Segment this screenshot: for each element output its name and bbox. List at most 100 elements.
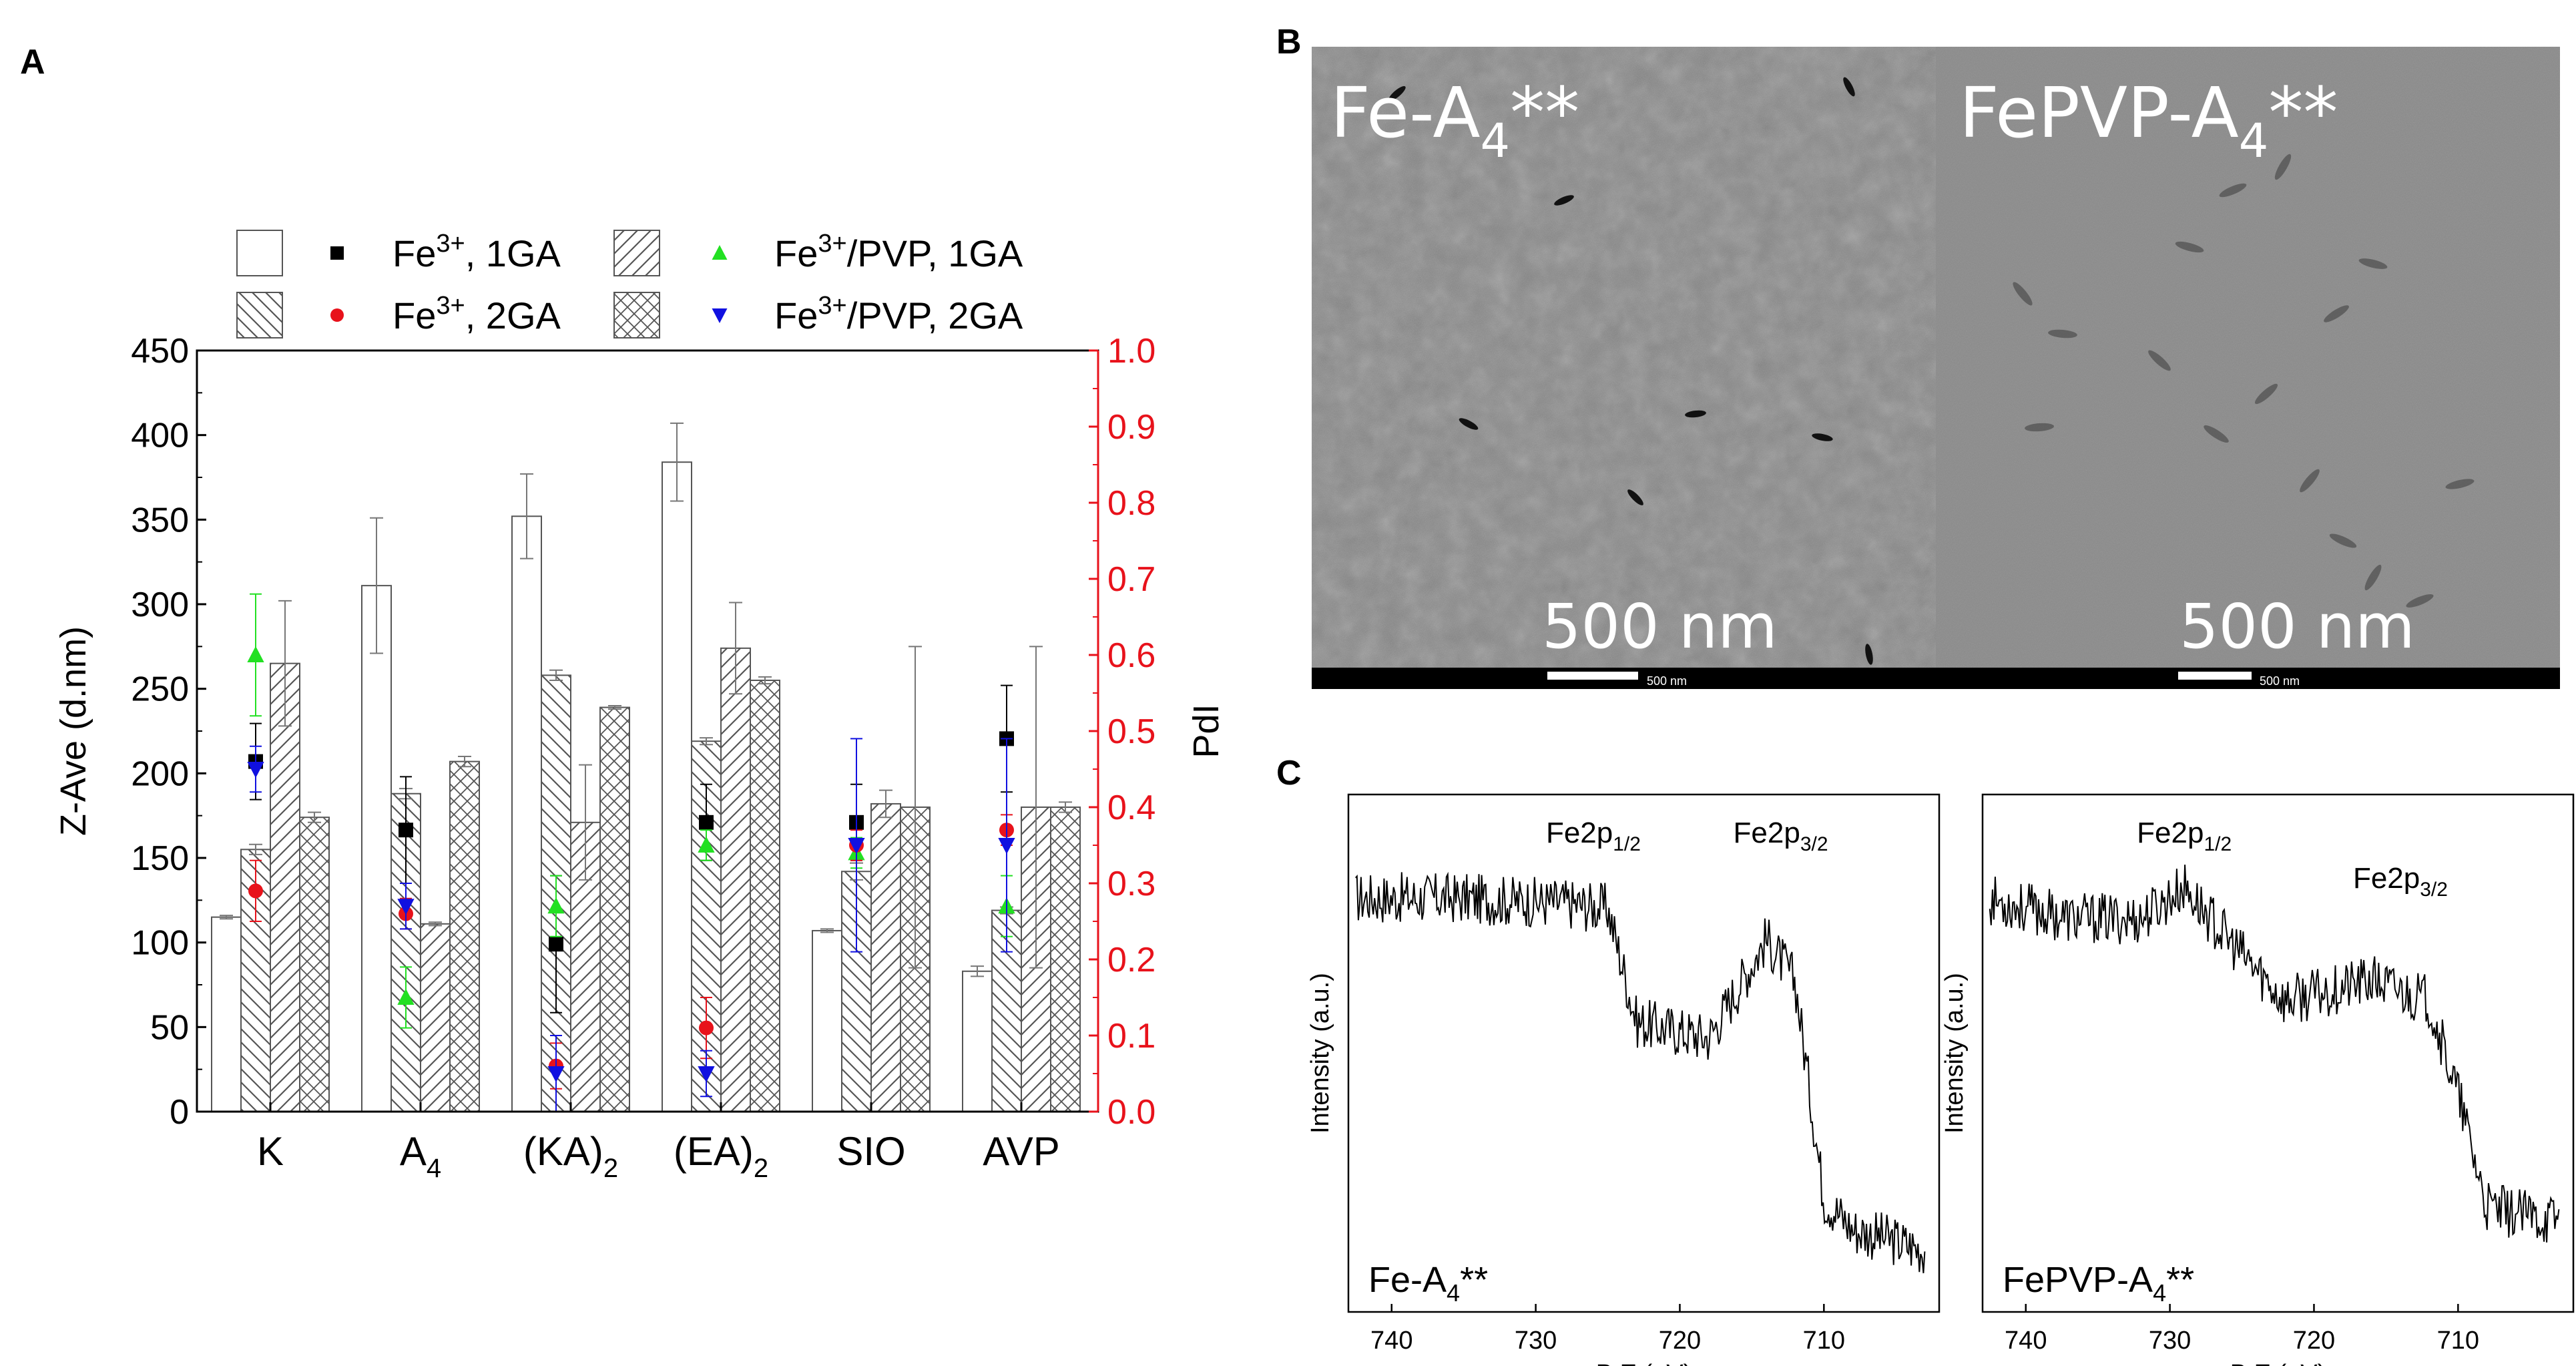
bar-0-1 [361,585,392,1112]
xps-y-axis-label: Intensity (a.u.) [1306,973,1334,1134]
bar-error-0-5 [971,965,984,977]
svg-text:Fe3+/PVP, 2GA: Fe3+/PVP, 2GA [774,292,1023,336]
pdi-marker-1-0 [247,593,264,717]
em-image-left-grain [1312,47,1936,668]
em-particle [2324,305,2349,322]
bar-error-2-4 [879,789,892,819]
em-particle [2445,479,2475,489]
xps-x-tick-label: 710 [2437,1327,2479,1355]
xps-sample-label: Fe-A4** [1368,1260,1488,1307]
bar-error-2-0 [278,600,292,727]
category-label: (EA)2 [674,1129,768,1183]
legend-swatch-0 [236,230,283,276]
category-label: AVP [983,1129,1060,1174]
bar-2-4 [870,803,901,1113]
em-particle [2148,350,2171,371]
bar-3-0 [299,817,330,1112]
em-particle [1685,410,1706,418]
pdi-marker-1-2 [547,875,565,937]
xps-x-axis-label: B.E.(eV) [2230,1360,2326,1366]
em-label-right: FePVP-A4** [1959,72,2338,168]
em-particle [1459,418,1479,430]
em-particle [2013,282,2033,306]
y2-tick-label: 0.9 [1107,408,1155,447]
y2-tick-label: 0.5 [1107,712,1155,751]
em-particle [2025,423,2054,432]
pdi-marker-group [247,593,1015,1112]
xps-frame [1347,793,1941,1313]
em-particle [2048,329,2077,338]
bar-0-5 [962,970,993,1112]
y2-tick-label: 0.0 [1107,1093,1155,1132]
y2-axis-label: PdI [1186,704,1226,758]
y2-tick-label: 1.0 [1107,332,1155,371]
em-particle [2204,425,2229,443]
bar-error-0-0 [220,915,233,920]
pdi-marker-3-3 [698,1050,715,1098]
em-scale-bar-left-text: 500 nm [1647,674,1687,688]
xps-x-axis-label: B.E.(eV) [1596,1360,1692,1366]
bar-2-3 [720,647,751,1112]
svg-text:Fe3+, 2GA: Fe3+, 2GA [393,292,561,336]
bar-2-0 [270,662,300,1112]
xps-x-tick-label: 730 [2149,1327,2191,1355]
em-scale-bar-right-text: 500 nm [2260,674,2300,688]
em-particles-left [1388,77,1873,665]
bar-0-2 [511,515,542,1112]
xps-x-tick-label: 720 [2293,1327,2335,1355]
bar-0-4 [812,929,842,1113]
pdi-marker-3-1 [397,883,415,930]
xps-frame [1981,793,2575,1313]
bar-error-3-1 [458,756,471,768]
y2-tick-label: 0.4 [1107,788,1155,827]
em-particle [2406,594,2434,608]
em-scale-text-left: 500 nm [1542,591,1778,662]
em-particle [2175,241,2204,253]
y-tick-label: 300 [131,586,189,624]
bar-2-1 [420,923,451,1113]
em-particle [1865,644,1873,665]
bar-error-1-2 [549,669,563,681]
y-tick-label: 50 [150,1008,189,1047]
y2-tick-label: 0.2 [1107,941,1155,979]
bar-0-0 [211,916,242,1112]
bar-error-0-2 [520,473,533,559]
category-label: A4 [400,1129,441,1183]
y-tick-label: 350 [131,501,189,539]
xps-x-tick-label: 740 [1370,1327,1412,1355]
y2-tick-label: 0.1 [1107,1017,1155,1056]
xps-plot-right: 740 730 720 710 B.E.(eV) Intensity (a.u.) Fe2p… [1941,793,2575,1366]
xps-peak-label: Fe2p3/2 [1734,817,1828,855]
bar-3-2 [599,706,630,1112]
em-particle [2300,469,2320,493]
em-label-left: Fe-A4** [1330,72,1579,168]
xps-y-axis-label: Intensity (a.u.) [1941,973,1969,1134]
category-labels: K A4 (KA)2 (EA)2 SIO AVP [257,1102,1060,1183]
pdi-marker-2-0 [248,859,263,922]
xps-x-tick-label: 710 [1803,1327,1845,1355]
y-axis-label: Z-Ave (d.nm) [53,626,93,836]
chart-legend: Fe3+, 1GA Fe3+/PVP, 1GA Fe3+, 2GA Fe3+/PVP,… [236,230,1023,338]
bar-3-5 [1050,807,1081,1112]
y-tick-label: 150 [131,839,189,878]
bar-errorbar-group [220,422,1072,977]
xps-x-tick-label: 740 [2005,1327,2047,1355]
category-label: (KA)2 [523,1129,618,1183]
em-info-bar [1312,668,2560,689]
y-tick-label: 250 [131,670,189,709]
em-scale-bar-right [2178,672,2252,680]
panel-a-letter: A [20,43,45,81]
em-particle [2358,258,2388,269]
bar-error-1-0 [249,843,262,855]
xps-sample-label: FePVP-A4** [2003,1260,2194,1307]
em-particle [1843,77,1855,97]
em-scale-text-right: 500 nm [2179,591,2415,662]
pdi-marker-1-3 [698,829,715,861]
bar-error-0-4 [820,928,834,933]
xps-spectrum-line [1989,865,2560,1243]
legend-entry-2: Fe3+, 2GA [330,292,561,336]
legend-entry-0: Fe3+, 1GA [330,230,561,274]
em-image-right-grain [1936,47,2560,668]
bar-3-1 [449,760,480,1112]
bar-error-3-0 [308,811,321,823]
